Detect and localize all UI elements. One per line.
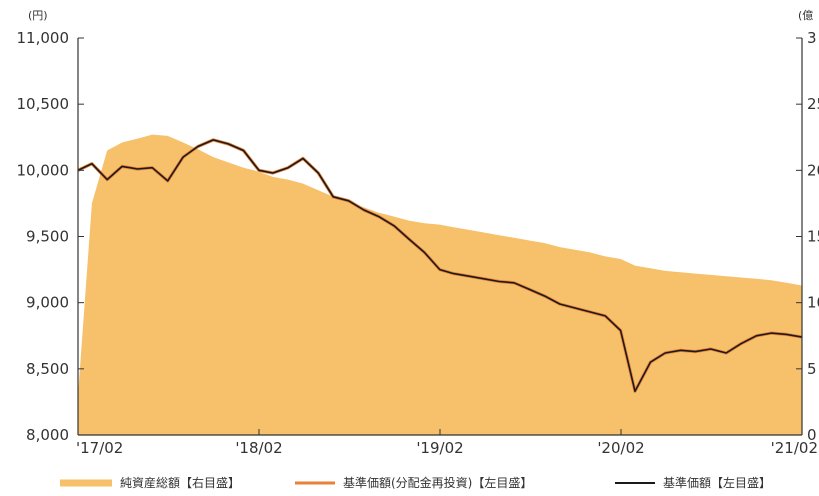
series-line-nav xyxy=(77,139,803,393)
right-tick-label: 20 xyxy=(807,161,819,179)
right-tick-label: 0 xyxy=(807,426,817,444)
right-axis-unit: (億 xyxy=(798,9,813,22)
right-tick-label: 25 xyxy=(807,95,819,113)
right-tick-label: 3 xyxy=(807,29,817,47)
left-axis-unit: (円) xyxy=(28,9,48,22)
legend-label-3: 基準価額【左目盛】 xyxy=(663,475,771,490)
x-tick-label: '19/02 xyxy=(416,439,463,457)
left-tick-label: 11,000 xyxy=(17,29,70,47)
x-tick-label: '17/02 xyxy=(76,439,123,457)
x-tick-label: '20/02 xyxy=(597,439,644,457)
left-tick-label: 9,500 xyxy=(26,228,69,246)
legend: 純資産総額【右目盛】 基準価額(分配金再投資)【左目盛】 基準価額【左目盛】 xyxy=(60,475,771,490)
nav-lines-layer xyxy=(77,138,803,393)
legend-label-2: 基準価額(分配金再投資)【左目盛】 xyxy=(343,475,532,490)
axes: 8,000 8,500 9,000 9,500 10,000 10,500 11,000 0 5… xyxy=(17,29,819,457)
series-area-net-assets xyxy=(78,134,802,435)
left-tick-label: 10,500 xyxy=(17,95,70,113)
right-tick-label: 10 xyxy=(807,294,819,312)
left-tick-label: 9,000 xyxy=(26,294,69,312)
net-assets-area-layer xyxy=(78,134,802,435)
left-tick-label: 10,000 xyxy=(17,161,70,179)
right-tick-label: 5 xyxy=(807,360,817,378)
left-tick-label: 8,000 xyxy=(26,426,69,444)
legend-label-1: 純資産総額【右目盛】 xyxy=(120,475,240,490)
left-tick-label: 8,500 xyxy=(26,360,69,378)
x-tick-label: '18/02 xyxy=(235,439,282,457)
right-tick-label: 15 xyxy=(807,228,819,246)
x-tick-label: '21/02 xyxy=(771,439,818,457)
